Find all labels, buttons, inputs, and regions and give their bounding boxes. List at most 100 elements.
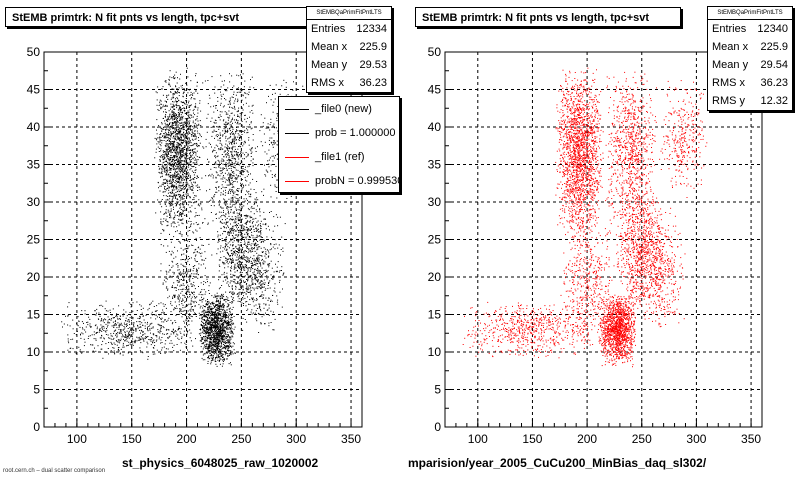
scatter-point: [176, 119, 178, 121]
scatter-point: [195, 214, 197, 216]
scatter-point: [206, 315, 208, 317]
scatter-point: [235, 132, 237, 134]
scatter-point: [166, 101, 167, 103]
scatter-point: [271, 155, 273, 157]
scatter-point: [211, 342, 213, 344]
scatter-point: [166, 154, 168, 156]
scatter-point: [232, 138, 234, 140]
scatter-point: [174, 77, 176, 79]
scatter-point: [192, 148, 194, 150]
scatter-point: [170, 106, 172, 108]
scatter-point: [229, 302, 231, 303]
scatter-point: [216, 336, 218, 338]
scatter-point: [168, 146, 170, 148]
scatter-point: [234, 154, 236, 156]
scatter-point: [285, 82, 287, 84]
scatter-point: [170, 141, 172, 143]
scatter-point: [197, 177, 199, 178]
scatter-point: [167, 153, 169, 154]
scatter-point: [223, 327, 225, 329]
scatter-point: [173, 111, 175, 113]
scatter-point: [231, 149, 233, 151]
scatter-point: [211, 338, 213, 340]
scatter-point: [274, 184, 276, 186]
scatter-point: [228, 353, 230, 355]
scatter-point: [190, 80, 192, 82]
scatter-point: [180, 214, 182, 216]
scatter-point: [173, 163, 175, 165]
scatter-point: [231, 293, 233, 295]
scatter-point: [229, 312, 231, 314]
scatter-point: [217, 136, 218, 138]
scatter-point: [233, 293, 235, 295]
scatter-point: [189, 109, 191, 111]
scatter-point: [157, 141, 159, 143]
scatter-point: [257, 220, 259, 222]
scatter-point: [227, 259, 229, 260]
scatter-point: [179, 187, 181, 189]
scatter-point: [218, 190, 220, 192]
scatter-point: [181, 154, 183, 156]
scatter-point: [242, 298, 244, 300]
scatter-point: [231, 323, 233, 325]
scatter-point: [205, 344, 207, 346]
scatter-point: [238, 250, 240, 252]
scatter-point: [245, 264, 247, 266]
scatter-point: [193, 127, 195, 129]
scatter-point: [182, 211, 184, 212]
scatter-point: [182, 178, 184, 180]
scatter-point: [222, 315, 223, 317]
scatter-point: [218, 324, 220, 326]
scatter-point: [225, 322, 227, 324]
scatter-point: [212, 352, 214, 354]
scatter-point: [287, 94, 289, 96]
scatter-point: [237, 194, 239, 196]
scatter-point: [232, 212, 234, 214]
scatter-point: [165, 168, 167, 170]
scatter-point: [171, 184, 173, 186]
scatter-point: [160, 148, 162, 150]
scatter-point: [167, 145, 169, 147]
scatter-point: [178, 178, 180, 180]
scatter-point: [221, 312, 223, 314]
scatter-point: [231, 260, 233, 262]
scatter-point: [166, 128, 168, 130]
scatter-point: [218, 357, 220, 359]
scatter-point: [218, 330, 220, 332]
scatter-point: [187, 193, 189, 195]
scatter-point: [212, 327, 214, 328]
scatter-point: [183, 147, 184, 149]
scatter-point: [250, 193, 252, 195]
scatter-point: [167, 151, 169, 153]
scatter-point: [204, 344, 206, 346]
scatter-point: [279, 93, 281, 95]
scatter-point: [179, 118, 181, 120]
scatter-point: [238, 230, 240, 232]
scatter-point: [185, 184, 187, 186]
scatter-point: [240, 268, 242, 270]
scatter-point: [244, 291, 246, 293]
scatter-point: [159, 103, 161, 105]
scatter-point: [209, 97, 211, 99]
scatter-point: [181, 117, 183, 119]
scatter-point: [163, 133, 165, 135]
scatter-point: [229, 143, 230, 145]
scatter-point: [179, 92, 180, 94]
scatter-point: [158, 137, 160, 139]
scatter-point: [174, 212, 175, 214]
scatter-point: [222, 354, 224, 356]
scatter-point: [217, 317, 219, 319]
scatter-point: [180, 172, 182, 174]
scatter-point: [194, 195, 196, 197]
scatter-point: [230, 352, 232, 354]
scatter-point: [232, 227, 234, 229]
scatter-point: [237, 190, 238, 191]
scatter-point: [163, 229, 165, 231]
scatter-point: [194, 136, 196, 138]
scatter-point: [207, 319, 209, 321]
scatter-point: [224, 336, 226, 338]
scatter-point: [232, 244, 234, 246]
scatter-point: [186, 215, 188, 217]
scatter-point: [238, 199, 240, 201]
scatter-point: [183, 128, 185, 130]
